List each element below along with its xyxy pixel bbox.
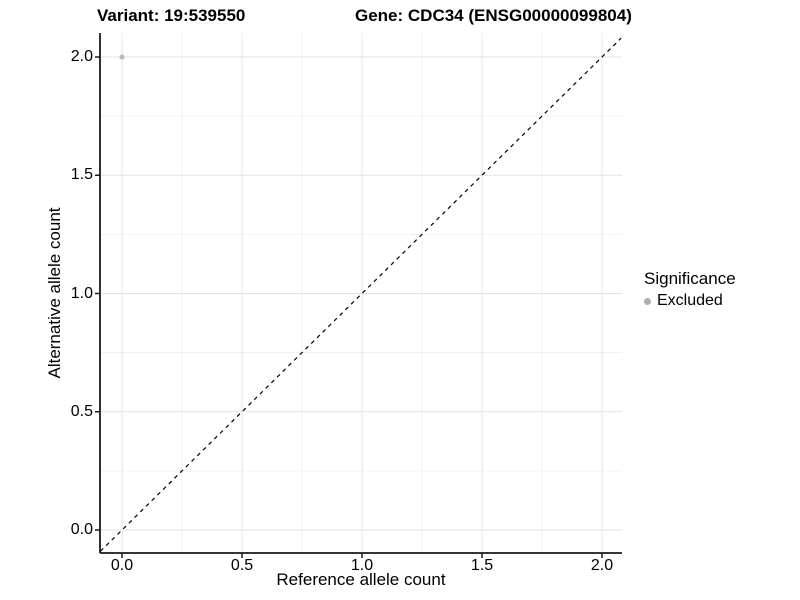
y-tick-label: 1.0: [70, 284, 93, 302]
legend-items: Excluded: [644, 292, 736, 310]
x-tick-label: 0.0: [110, 557, 134, 574]
x-tick-label: 1.5: [470, 557, 494, 574]
data-point: [119, 54, 125, 60]
legend-title: Significance: [644, 269, 736, 288]
plot-title-gene: Gene: CDC34 (ENSG00000099804): [355, 6, 632, 25]
legend-marker-circle-icon: [644, 297, 651, 305]
x-tick-label: 2.0: [590, 557, 614, 574]
y-tick-label: 2.0: [70, 48, 93, 65]
y-tick-label: 1.5: [70, 166, 93, 184]
identity-line: [99, 37, 622, 552]
x-axis-title: Reference allele count: [276, 570, 446, 589]
plot-title-variant: Variant: 19:539550: [97, 6, 246, 25]
legend-item: Excluded: [644, 292, 736, 310]
x-tick-label: 1.0: [350, 557, 374, 574]
legend-item-label: Excluded: [657, 292, 723, 309]
y-axis-title: Alternative allele count: [45, 207, 64, 379]
y-tick-label: 0.0: [70, 521, 93, 538]
legend: Significance Excluded: [644, 269, 736, 310]
x-tick-label: 0.5: [230, 557, 254, 574]
y-tick-label: 0.5: [70, 402, 93, 420]
